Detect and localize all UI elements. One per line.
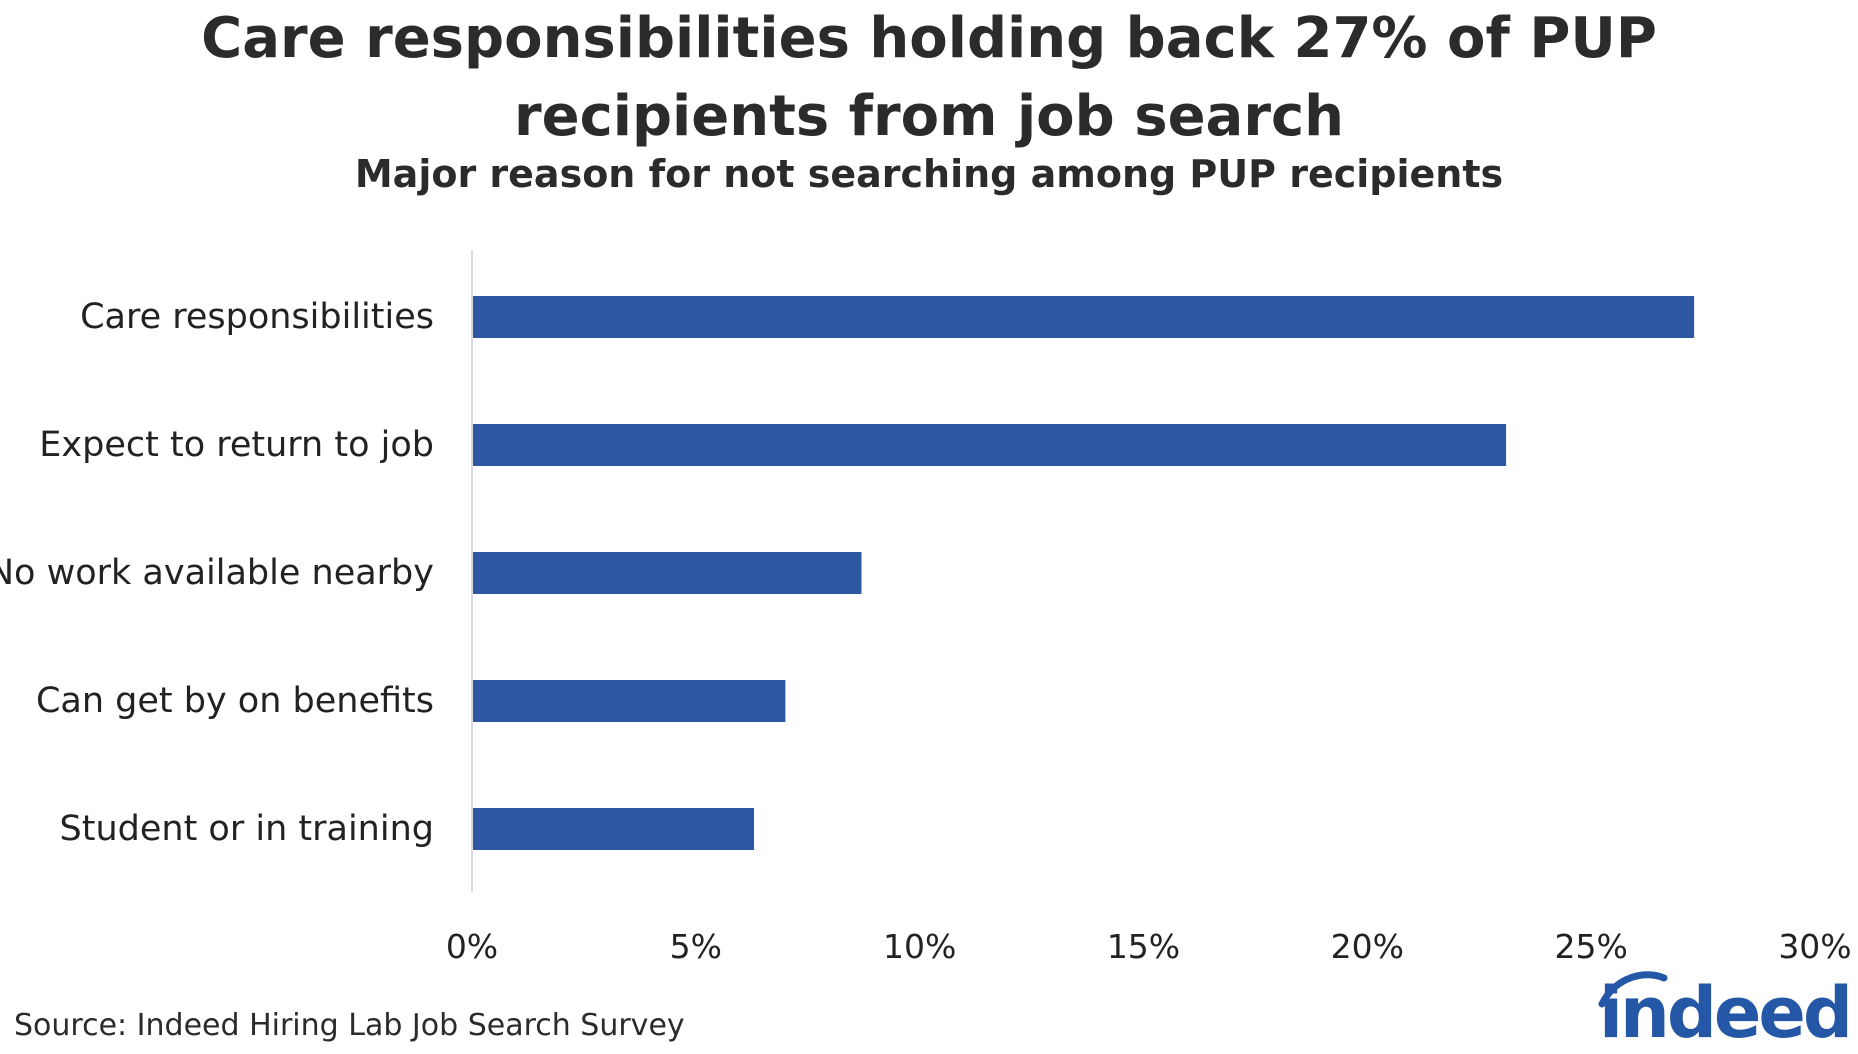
category-label-1: Expect to return to job [39, 425, 434, 465]
logo-wordmark: indeed [1599, 972, 1853, 1054]
bar-1 [472, 424, 1507, 466]
bars-layer [472, 296, 1695, 850]
bar-2 [472, 552, 862, 594]
x-axis-ticks: 0% 5% 10% 15% 20% 25% 30% [446, 927, 1852, 966]
bar-0 [472, 296, 1695, 338]
bar-chart: Care responsibilities Expect to return to… [0, 250, 1852, 966]
chart-title-line-1: Care responsibilities holding back 27% o… [201, 6, 1657, 71]
chart-subtitle: Major reason for not searching among PUP… [354, 152, 1504, 196]
x-tick-label-5: 25% [1554, 927, 1627, 966]
x-tick-label-2: 10% [883, 927, 956, 966]
chart-title-line-2: recipients from job search [513, 84, 1345, 149]
category-label-0: Care responsibilities [80, 297, 434, 337]
category-label-4: Student or in training [60, 809, 434, 849]
bar-3 [472, 680, 786, 722]
category-label-3: Can get by on benefits [36, 681, 434, 721]
x-tick-label-4: 20% [1331, 927, 1404, 966]
source-note: Source: Indeed Hiring Lab Job Search Sur… [14, 1008, 685, 1043]
category-labels: Care responsibilities Expect to return to… [0, 297, 434, 849]
logo-arc-icon [1598, 971, 1668, 1008]
bar-4 [472, 808, 755, 850]
chart-title: Care responsibilities holding back 27% o… [0, 0, 1858, 156]
x-tick-label-6: 30% [1778, 927, 1851, 966]
indeed-logo: indeed [1580, 968, 1853, 1054]
category-label-2: No work available nearby [0, 553, 434, 593]
x-tick-label-3: 15% [1107, 927, 1180, 966]
x-tick-label-0: 0% [446, 927, 498, 966]
x-tick-label-1: 5% [670, 927, 722, 966]
